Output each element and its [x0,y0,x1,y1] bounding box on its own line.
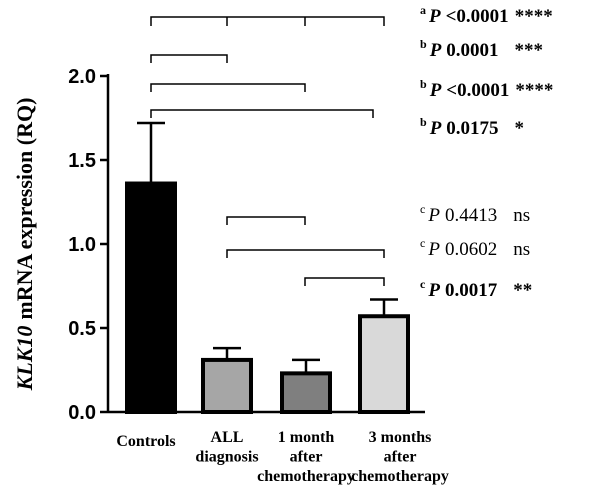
bar [125,181,177,414]
y-tick-label: 2.0 [68,66,96,88]
x-tick-label-line: chemotherapy [351,468,449,485]
p-symbol: P [428,6,441,27]
x-tick-label-line: diagnosis [195,449,258,466]
x-tick-label-line: Controls [116,433,175,450]
significance-stars: ** [513,280,532,301]
bar [358,314,410,414]
p-value-annotation: b P 0.0001 *** [420,37,543,61]
x-tick-label: ALL diagnosis [195,429,258,466]
y-tick-label: 0.0 [68,402,96,424]
p-value-annotation: c P 0.0602 ns [420,236,530,260]
p-value-annotation: a P <0.0001 **** [420,3,553,27]
p-symbol: P [429,118,442,139]
p-value-annotation: c P 0.4413 ns [420,202,530,226]
p-symbol: P [429,80,442,101]
significance-stars: * [515,118,525,139]
superscript-letter: c [420,202,425,216]
gene-name: KLK10 [12,326,37,392]
superscript-letter: b [420,77,427,91]
p-value: 0.0175 [446,118,498,139]
bar [280,371,332,414]
bracket [150,16,385,26]
bracket [150,54,228,63]
significance-stars: **** [515,6,553,27]
x-tick-label: Controls [116,433,175,450]
p-value-annotation: c P 0.0017 ** [420,277,532,301]
x-tick-label: 3 months after chemotherapy [351,429,449,485]
superscript-letter: b [420,37,427,51]
x-tick-label-line: chemotherapy [257,468,355,485]
bracket [226,249,385,258]
superscript-letter: c [420,277,426,291]
bar [201,357,253,415]
superscript-letter: a [420,3,426,17]
p-value-annotation: b P 0.0175 * [420,115,524,139]
superscript-letter: b [420,115,427,129]
p-value: 0.4413 [445,205,497,226]
p-symbol: P [427,280,440,301]
superscript-letter: c [420,236,425,250]
x-tick-label-line: after [384,449,417,466]
p-symbol: P [429,40,442,61]
x-tick-label-line: 3 months [369,429,432,446]
p-value: <0.0001 [446,6,509,27]
bracket [226,216,306,225]
y-label-rest: mRNA expression (RQ) [12,98,37,320]
bracket [150,109,374,118]
p-symbol: P [427,239,440,260]
bracket [304,277,385,286]
significance-stars: ns [513,205,530,226]
p-value: 0.0602 [445,239,497,260]
significance-stars: *** [515,40,544,61]
p-symbol: P [427,205,440,226]
significance-brackets [150,16,385,286]
x-tick-label-line: after [290,449,323,466]
y-tick-label: 1.5 [68,150,96,172]
x-tick-label-line: 1 month [278,429,335,446]
p-value: 0.0017 [445,280,498,301]
p-value-annotation: b P <0.0001 **** [420,77,553,101]
significance-stars: ns [513,239,530,260]
p-value: 0.0001 [446,40,498,61]
x-tick-label-line: ALL [211,429,244,446]
bracket [150,83,306,92]
y-tick-label: 1.0 [68,234,96,256]
y-tick-label: 0.5 [68,318,96,340]
y-axis-label: KLK10 mRNA expression (RQ) [12,98,37,392]
x-tick-label: 1 month after chemotherapy [257,429,355,485]
p-value: <0.0001 [446,80,509,101]
significance-stars: **** [515,80,553,101]
